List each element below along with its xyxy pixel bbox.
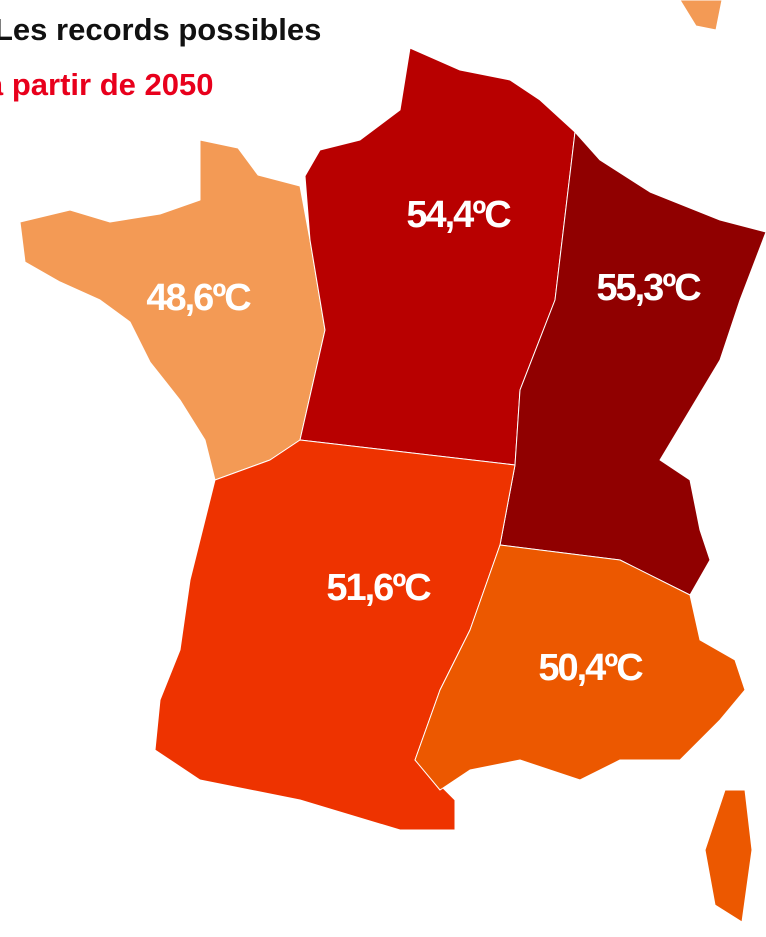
region-label: 55,3ºC	[596, 267, 701, 309]
title: Les records possibles	[0, 12, 321, 47]
region	[299, 47, 576, 466]
region-label: 50,4ºC	[538, 647, 643, 689]
region-label: 51,6ºC	[326, 567, 431, 609]
region	[19, 139, 326, 481]
region-label: 48,6ºC	[146, 277, 251, 319]
subtitle: à partir de 2050	[0, 67, 213, 102]
region-label: 54,4ºC	[406, 194, 511, 236]
corsica	[704, 789, 753, 923]
region	[414, 544, 746, 791]
neighbor-region	[679, 0, 723, 31]
